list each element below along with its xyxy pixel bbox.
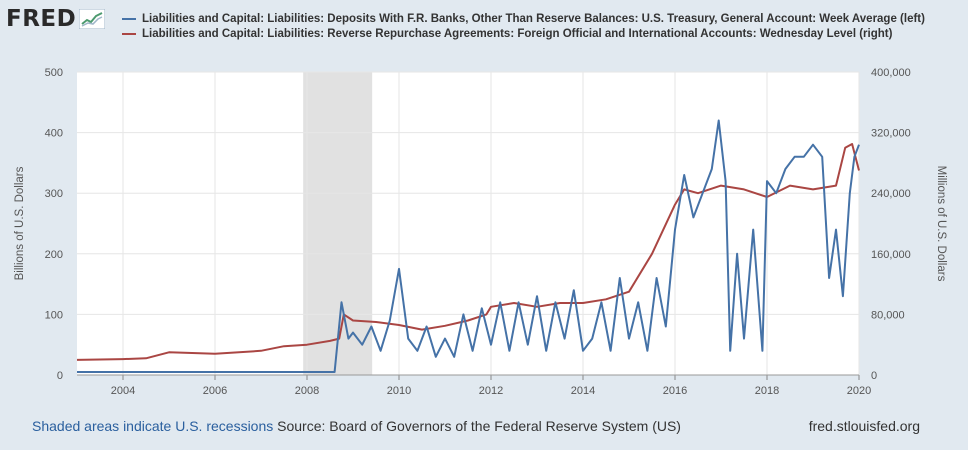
footer: Shaded areas indicate U.S. recessions So… [32,418,920,434]
x-tick-label: 2010 [387,385,411,397]
x-tick-label: 2018 [755,385,779,397]
site-link[interactable]: fred.stlouisfed.org [808,418,920,434]
right-axis-label: Millions of U.S. Dollars [935,166,947,282]
legend-item-treasury[interactable]: Liabilities and Capital: Liabilities: De… [122,12,942,26]
legend-label-treasury: Liabilities and Capital: Liabilities: De… [142,13,925,25]
logo-text: FRED [6,6,77,32]
x-tick-label: 2008 [295,385,319,397]
legend-swatch-treasury [122,18,136,20]
left-tick-label: 500 [45,67,63,79]
legend-item-reverse-repo[interactable]: Liabilities and Capital: Liabilities: Re… [122,27,942,41]
x-tick-label: 2006 [203,385,227,397]
recession-note-link[interactable]: Shaded areas indicate U.S. recessions [32,418,274,434]
x-tick-label: 2012 [479,385,503,397]
right-tick-label: 320,000 [871,128,911,140]
left-tick-label: 400 [45,128,63,140]
right-tick-label: 240,000 [871,188,911,200]
source-text: Source: Board of Governors of the Federa… [277,418,681,434]
left-tick-label: 0 [57,370,63,382]
left-tick-label: 300 [45,188,63,200]
chart-legend: Liabilities and Capital: Liabilities: De… [122,12,942,42]
line-chart: 0 0 100 80,000 200 160,000 300 240,000 400 320,00… [14,67,947,397]
left-axis-label: Billions of U.S. Dollars [14,166,26,280]
left-tick-label: 100 [45,309,63,321]
legend-swatch-reverse-repo [122,33,136,35]
x-tick-label: 2014 [571,385,595,397]
x-tick-label: 2020 [847,385,871,397]
x-tick-label: 2004 [111,385,135,397]
line-chart-icon [79,9,106,29]
right-tick-label: 160,000 [871,249,911,261]
series-line-treasury [77,119,860,373]
series-line-reverse-repo [76,143,860,361]
x-tick-label: 2016 [663,385,687,397]
right-tick-label: 80,000 [871,309,905,321]
fred-logo[interactable]: FRED [6,6,106,32]
recession-band-0 [303,72,373,375]
legend-label-reverse-repo: Liabilities and Capital: Liabilities: Re… [142,28,893,40]
right-tick-label: 400,000 [871,67,911,79]
right-tick-label: 0 [871,370,877,382]
left-tick-label: 200 [45,249,63,261]
